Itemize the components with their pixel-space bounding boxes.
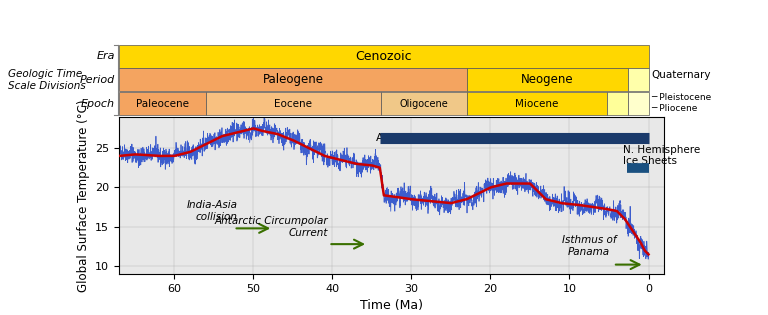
Text: Epoch: Epoch (81, 99, 115, 109)
Text: N. Hemisphere
Ice Sheets: N. Hemisphere Ice Sheets (623, 145, 700, 166)
Text: Era: Era (97, 51, 115, 61)
Text: ─ Pleistocene: ─ Pleistocene (651, 93, 712, 102)
Text: Paleocene: Paleocene (136, 99, 189, 109)
Text: Paleogene: Paleogene (263, 73, 323, 86)
Y-axis label: Global Surface Temperature (°C): Global Surface Temperature (°C) (77, 99, 90, 292)
Text: India-Asia
collision: India-Asia collision (187, 200, 237, 222)
Text: Period: Period (80, 75, 115, 85)
Text: Eocene: Eocene (274, 99, 313, 109)
X-axis label: Time (Ma): Time (Ma) (360, 299, 423, 312)
Text: Geologic Time
Scale Divisions: Geologic Time Scale Divisions (8, 69, 85, 91)
Text: Isthmus of
Panama: Isthmus of Panama (562, 235, 617, 257)
Text: Antarctic Circumpolar
Current: Antarctic Circumpolar Current (215, 216, 329, 238)
Text: ─ Pliocene: ─ Pliocene (651, 104, 698, 113)
Text: Miocene: Miocene (515, 99, 558, 109)
Text: Oligocene: Oligocene (399, 99, 448, 109)
Text: Antarctic Ice Sheet: Antarctic Ice Sheet (376, 133, 482, 143)
Text: Quaternary: Quaternary (651, 70, 711, 80)
Text: Cenozoic: Cenozoic (356, 50, 412, 63)
Text: Neogene: Neogene (521, 73, 574, 86)
